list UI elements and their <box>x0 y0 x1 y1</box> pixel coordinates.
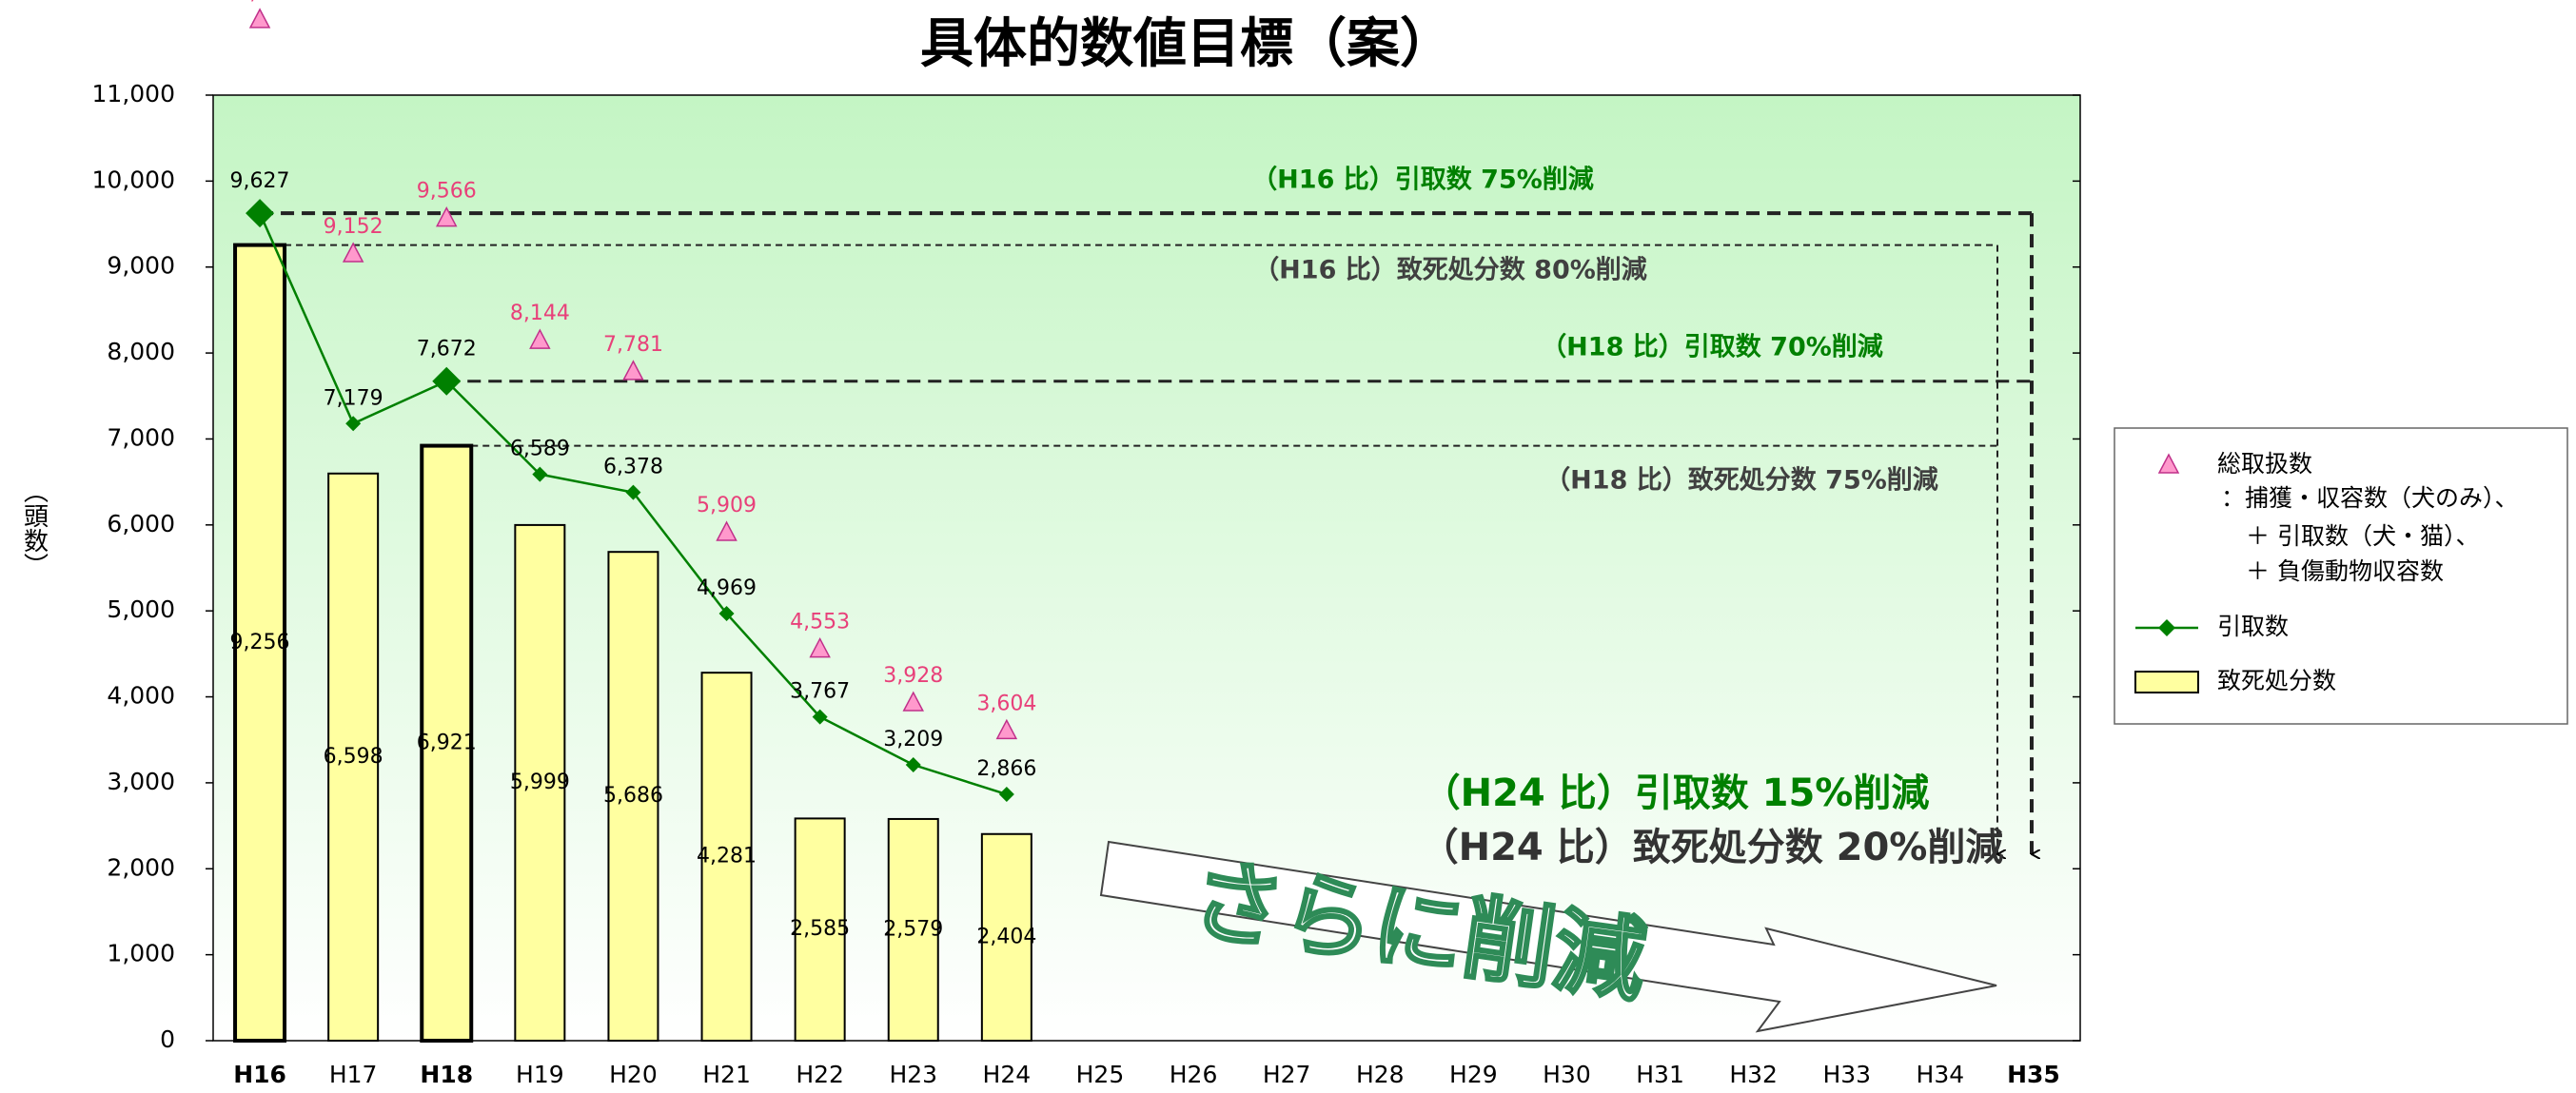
triangle-value-label: 3,928 <box>883 664 943 688</box>
bar-value-label: 5,686 <box>603 784 663 808</box>
y-tick-label: 5,000 <box>107 595 175 623</box>
line-value-label: 6,589 <box>510 438 570 461</box>
y-tick-label: 8,000 <box>107 338 175 365</box>
annotation: （H18 比）致死処分数 75%削減 <box>1544 465 1938 496</box>
annotation: （H24 比）引取数 15%削減 <box>1423 771 1930 815</box>
line-value-label: 6,378 <box>603 456 663 479</box>
x-tick-label: H32 <box>1729 1061 1778 1088</box>
x-tick-label: H33 <box>1822 1061 1871 1088</box>
x-tick-label: H23 <box>889 1061 937 1088</box>
x-tick-label: H16 <box>233 1061 286 1088</box>
x-tick-label: H20 <box>609 1061 658 1088</box>
bar-value-label: 5,999 <box>510 771 570 794</box>
x-tick-label: H25 <box>1076 1061 1125 1088</box>
x-tick-label: H31 <box>1636 1061 1684 1088</box>
line-value-label: 4,969 <box>697 576 757 600</box>
triangle-value-label: 9,566 <box>417 180 477 204</box>
triangle-value-label: 9,152 <box>324 215 383 239</box>
annotation: （H16 比）致死処分数 80%削減 <box>1253 255 1647 285</box>
bar-value-label: 4,281 <box>697 845 757 869</box>
bar-value-label: 2,585 <box>790 917 850 941</box>
x-tick-label: H21 <box>702 1061 751 1088</box>
x-tick-label: H35 <box>2007 1061 2060 1088</box>
y-tick-label: 4,000 <box>107 682 175 710</box>
y-tick-label: 1,000 <box>107 940 175 967</box>
legend-label: 総取扱数 <box>2217 450 2312 478</box>
line-value-label: 7,672 <box>417 338 477 361</box>
legend-swatch <box>2135 672 2198 693</box>
y-tick-label: 11,000 <box>92 80 175 107</box>
y-tick-label: 9,000 <box>107 252 175 280</box>
triangle-value-label: 11,876 <box>224 0 297 5</box>
triangle-value-label: 5,909 <box>697 494 757 517</box>
bar-value-label: 6,921 <box>417 731 477 754</box>
bar-value-label: 2,579 <box>883 917 943 941</box>
annotation: （H16 比）引取数 75%削減 <box>1251 166 1594 195</box>
x-tick-label: H17 <box>329 1061 378 1088</box>
line-value-label: 7,179 <box>324 386 383 410</box>
y-tick-label: 3,000 <box>107 768 175 795</box>
x-tick-label: H29 <box>1449 1061 1498 1088</box>
x-tick-label: H27 <box>1263 1061 1311 1088</box>
bar-value-label: 6,598 <box>324 745 383 769</box>
x-tick-label: H26 <box>1170 1061 1218 1088</box>
legend-note: ：捕獲・収容数（犬のみ）、 <box>2221 484 2519 512</box>
y-tick-label: 2,000 <box>107 853 175 881</box>
annotation: （H18 比）引取数 70%削減 <box>1541 333 1883 362</box>
triangle-value-label: 8,144 <box>510 302 570 325</box>
triangle-value-label: 3,604 <box>976 692 1036 715</box>
chart-title: 具体的数値目標（案） <box>920 13 1453 75</box>
triangle-value-label: 7,781 <box>603 333 663 357</box>
legend-note: ＋ 負傷動物収容数 <box>2246 557 2444 585</box>
x-tick-label: H30 <box>1543 1061 1591 1088</box>
legend-note: ＋ 引取数（犬・猫）、 <box>2246 522 2479 550</box>
y-tick-label: 10,000 <box>92 166 175 193</box>
line-value-label: 3,767 <box>790 680 850 704</box>
y-tick-label: 7,000 <box>107 423 175 451</box>
line-value-label: 3,209 <box>883 728 943 751</box>
page: {"chart_data": { "type": "combo", "title… <box>0 0 2576 1093</box>
x-tick-label: H24 <box>983 1061 1032 1088</box>
y-tick-label: 0 <box>160 1025 175 1053</box>
y-tick-label: 6,000 <box>107 510 175 537</box>
line-value-label: 9,627 <box>230 169 290 193</box>
legend-label: 引取数 <box>2217 613 2289 640</box>
bar-value-label: 9,256 <box>230 631 290 654</box>
legend-label: 致死処分数 <box>2217 667 2336 694</box>
x-tick-label: H22 <box>796 1061 844 1088</box>
bar-value-label: 2,404 <box>976 925 1036 948</box>
x-tick-label: H19 <box>516 1061 564 1088</box>
triangle-marker <box>250 10 269 28</box>
x-tick-label: H28 <box>1356 1061 1405 1088</box>
triangle-value-label: 4,553 <box>790 611 850 634</box>
x-tick-label: H18 <box>420 1061 473 1088</box>
annotation: （H24 比）致死処分数 20%削減 <box>1421 826 2004 869</box>
y-axis-label: （頭数） <box>20 478 49 577</box>
chart: 具体的数値目標（案） （頭数） 0 1,000 2,000 3,000 4,000 5,0… <box>0 0 2576 1093</box>
line-value-label: 2,866 <box>976 757 1036 781</box>
x-tick-label: H34 <box>1917 1061 1965 1088</box>
